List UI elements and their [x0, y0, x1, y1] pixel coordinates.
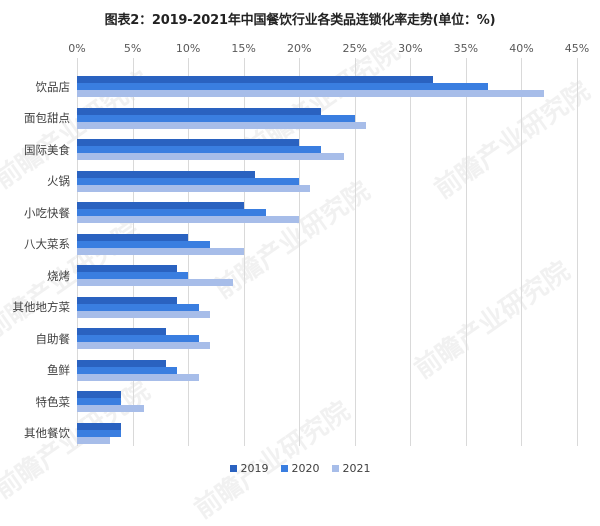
bar-2019 [77, 391, 122, 398]
x-tick-label: 15% [231, 42, 256, 55]
bar-2020 [77, 335, 200, 342]
bar-2021 [77, 153, 344, 160]
bar-2021 [77, 90, 544, 97]
x-tick-label: 30% [398, 42, 423, 55]
x-tick-label: 45% [564, 42, 590, 55]
gridline [299, 58, 301, 446]
legend-swatch-icon [280, 465, 288, 472]
gridline [521, 58, 523, 446]
bar-2021 [77, 279, 233, 286]
legend-label: 2020 [291, 462, 320, 475]
bar-2019 [77, 422, 122, 430]
bar-2021 [77, 405, 144, 412]
category-label: 鱼鲜 [47, 363, 70, 377]
bar-2021 [77, 342, 211, 349]
category-label: 自助餐 [35, 331, 71, 346]
category-label: 小吃快餐 [24, 205, 70, 220]
x-tick-label: 20% [286, 42, 312, 55]
legend-item-2019: 2019 [229, 462, 269, 475]
x-tick-label: 10% [175, 42, 201, 55]
category-label: 饮品店 [35, 79, 71, 94]
bar-2020 [77, 240, 211, 248]
category-label: 面包甜点 [24, 111, 70, 125]
x-tick-label: 40% [509, 42, 534, 55]
gridline [410, 58, 412, 446]
legend-swatch-icon [229, 465, 237, 472]
bar-2021 [77, 121, 366, 129]
gridline [465, 58, 467, 446]
bar-2019 [77, 202, 244, 209]
bar-2021 [77, 184, 311, 192]
gridline [243, 58, 245, 446]
bar-2020 [77, 366, 177, 374]
x-tick-label: 25% [342, 42, 367, 55]
category-label: 国际美食 [24, 142, 70, 157]
legend-swatch-icon [331, 465, 339, 472]
bar-2019 [77, 170, 255, 178]
bar-2019 [77, 107, 322, 115]
x-tick-label: 0% [68, 42, 86, 55]
category-label: 烧烤 [47, 268, 70, 283]
bar-2020 [77, 272, 189, 279]
bar-2019 [77, 139, 300, 146]
legend: 2019 2020 2021 [0, 462, 600, 475]
bar-2019 [77, 328, 166, 335]
legend-label: 2021 [342, 462, 371, 475]
legend-label: 2019 [240, 462, 269, 475]
bar-2020 [77, 114, 355, 122]
bar-2020 [77, 398, 122, 405]
x-tick-label: 35% [453, 42, 479, 55]
category-label: 其他餐饮 [24, 426, 70, 440]
category-label: 火锅 [47, 174, 70, 188]
bar-2021 [77, 247, 244, 255]
bar-2021 [77, 310, 211, 318]
bar-2019 [77, 76, 433, 83]
bar-2019 [77, 233, 189, 241]
legend-item-2020: 2020 [280, 462, 320, 475]
bar-2019 [77, 265, 177, 272]
bar-2020 [77, 429, 122, 437]
gridline [577, 58, 578, 446]
category-label: 其他地方菜 [12, 300, 71, 314]
gridline [354, 58, 356, 446]
bar-2020 [77, 209, 266, 216]
bar-2021 [77, 216, 300, 223]
chart-title: 图表2：2019-2021年中国餐饮行业各类品连锁化率走势(单位：%) [104, 13, 496, 28]
category-label: 特色菜 [35, 394, 71, 409]
bar-2020 [77, 146, 322, 153]
bar-2019 [77, 296, 177, 304]
bar-2020 [77, 303, 200, 311]
bar-2021 [77, 373, 200, 381]
category-label: 八大菜系 [24, 237, 70, 251]
bar-2020 [77, 177, 300, 185]
legend-item-2021: 2021 [331, 462, 371, 475]
bar-2021 [77, 436, 111, 444]
bar-2020 [77, 83, 489, 90]
x-tick-label: 5% [123, 42, 142, 55]
bar-2019 [77, 359, 166, 367]
